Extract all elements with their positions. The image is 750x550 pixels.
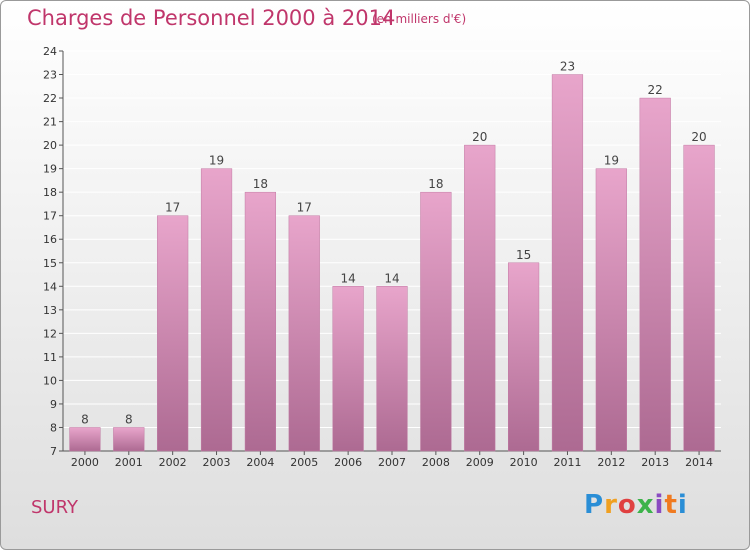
value-label-2002: 17 [165, 201, 180, 215]
bar-2003 [200, 168, 233, 452]
x-tick-label-2003: 2003 [203, 456, 231, 469]
x-tick-label-2001: 2001 [115, 456, 143, 469]
x-tick-label-2012: 2012 [597, 456, 625, 469]
labels: 7 8 9 10 11 12 13 14 15 16 17 18 19 20 21 22 23 24 8 2000 8 2… [43, 45, 713, 469]
x-tick-label-2010: 2010 [510, 456, 538, 469]
value-label-2006: 14 [340, 271, 355, 285]
bar-2009 [464, 144, 496, 452]
value-label-2008: 18 [428, 177, 443, 191]
bars [69, 74, 715, 452]
x-tick-label-2013: 2013 [641, 456, 669, 469]
bar-2004 [244, 191, 277, 452]
x-tick-label-2006: 2006 [334, 456, 362, 469]
y-tick-label: 24 [43, 45, 57, 58]
x-tick-label-2005: 2005 [290, 456, 318, 469]
y-tick-label: 8 [50, 421, 57, 434]
town-name: SURY [31, 497, 78, 518]
y-tick-label: 23 [43, 69, 57, 82]
value-label-2007: 14 [384, 271, 399, 285]
y-tick-label: 13 [43, 304, 57, 317]
x-tick-label-2008: 2008 [422, 456, 450, 469]
chart-subtitle: (en milliers d'€) [372, 12, 467, 26]
bar-2002 [157, 215, 189, 452]
y-tick-label: 16 [43, 233, 57, 246]
bar-2005 [288, 215, 320, 452]
y-tick-label: 10 [43, 374, 57, 387]
value-label-2012: 19 [604, 154, 619, 168]
y-tick-label: 14 [43, 280, 57, 293]
value-label-2001: 8 [125, 412, 133, 426]
y-tick-label: 22 [43, 92, 57, 105]
value-label-2011: 23 [560, 60, 575, 74]
value-label-2000: 8 [81, 412, 89, 426]
bar-2012 [595, 168, 627, 452]
x-tick-label-2000: 2000 [71, 456, 99, 469]
x-tick-label-2011: 2011 [553, 456, 581, 469]
y-tick-label: 15 [43, 257, 57, 270]
value-label-2005: 17 [297, 201, 312, 215]
y-tick-label: 21 [43, 116, 57, 129]
value-label-2014: 20 [691, 130, 706, 144]
y-tick-label: 17 [43, 210, 57, 223]
bar-2013 [639, 97, 671, 452]
x-tick-label-2014: 2014 [685, 456, 713, 469]
chart-title: Charges de Personnel 2000 à 2014 [27, 6, 396, 30]
value-label-2009: 20 [472, 130, 487, 144]
x-tick-label-2004: 2004 [246, 456, 274, 469]
x-tick-label-2009: 2009 [466, 456, 494, 469]
value-label-2004: 18 [253, 177, 268, 191]
bar-2010 [507, 262, 540, 452]
bar-2008 [420, 191, 452, 452]
y-tick-label: 9 [50, 398, 57, 411]
y-tick-label: 18 [43, 186, 57, 199]
x-tick-label-2007: 2007 [378, 456, 406, 469]
value-label-2013: 22 [648, 83, 663, 97]
y-tick-label: 19 [43, 163, 57, 176]
y-tick-label: 20 [43, 139, 57, 152]
bar-2000 [69, 427, 101, 452]
bar-2001 [113, 427, 145, 452]
bar-2014 [683, 144, 715, 452]
bar-2011 [551, 74, 584, 452]
x-tick-label-2002: 2002 [159, 456, 187, 469]
bar-2006 [332, 286, 364, 452]
y-tick-label: 7 [50, 445, 57, 458]
value-label-2003: 19 [209, 154, 224, 168]
value-label-2010: 15 [516, 248, 531, 262]
proxiti-logo: Proxiti [584, 490, 688, 520]
bar-2007 [376, 286, 408, 452]
y-tick-label: 11 [43, 351, 57, 364]
y-tick-label: 12 [43, 327, 57, 340]
